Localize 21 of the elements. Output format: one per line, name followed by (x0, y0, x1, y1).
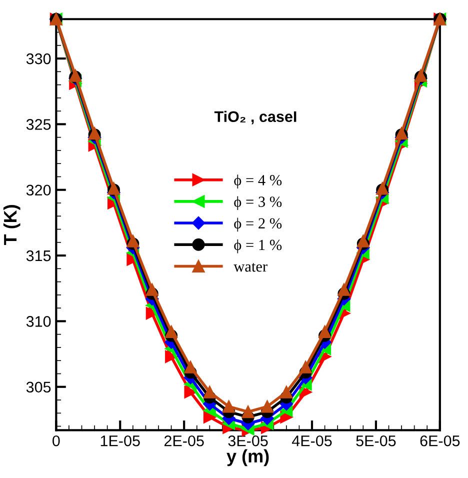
legend-label: water (234, 262, 268, 272)
y-axis-title: T (K) (3, 205, 20, 246)
x-tick-label: 0 (52, 435, 60, 446)
x-axis-title: y (m) (226, 449, 269, 466)
y-tick-label: 320 (26, 184, 51, 196)
y-tick-label: 305 (26, 382, 51, 393)
x-tick-label: 2E-05 (164, 435, 204, 446)
y-tick-label: 315 (26, 250, 51, 262)
legend-label: ϕ = 2 % (234, 218, 282, 232)
legend-label: ϕ = 3 % (234, 196, 282, 210)
annotation: TiO₂ , caseI (214, 110, 296, 124)
y-tick-label: 330 (26, 53, 51, 64)
legend-label: ϕ = 4 % (234, 174, 282, 188)
x-tick-label: 3E-05 (228, 435, 268, 446)
x-tick-label: 5E-05 (356, 435, 396, 446)
y-tick-label: 310 (26, 316, 51, 327)
legend-label: ϕ = 1 % (234, 239, 282, 254)
x-tick-label: 6E-05 (420, 435, 460, 446)
y-tick-label: 325 (26, 119, 51, 130)
x-tick-label: 4E-05 (292, 435, 332, 446)
x-tick-label: 1E-05 (100, 435, 140, 446)
